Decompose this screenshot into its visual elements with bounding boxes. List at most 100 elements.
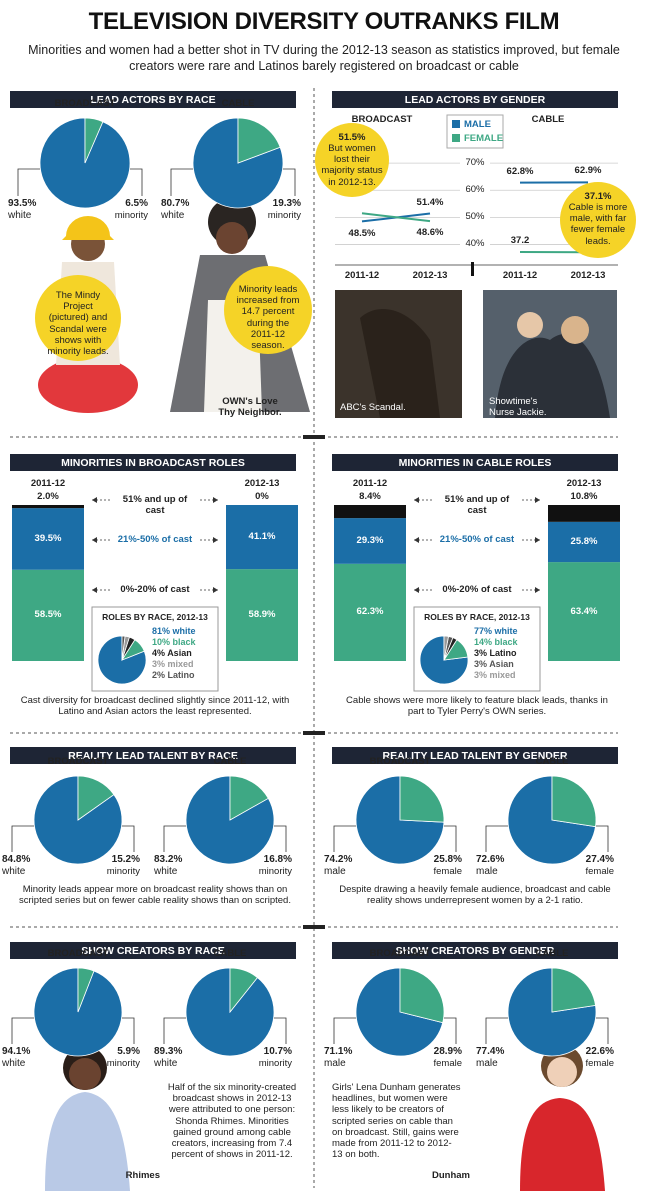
value-label: 74.2% (324, 854, 353, 865)
series-label: 21%-50% of cast (434, 534, 520, 546)
value-label: 62.8% (506, 165, 534, 177)
inset-category: mixed (167, 659, 194, 669)
legend-label: MALE (464, 119, 491, 130)
inset-category: white (172, 626, 196, 636)
legend-label: FEMALE (464, 133, 504, 144)
pie-wedge (77, 967, 95, 1013)
annotation: Cable is more male, with far fewer femal… (568, 202, 628, 247)
value-label: 62.9% (574, 165, 602, 177)
pie-wedge (355, 967, 444, 1057)
category-label: white (8, 210, 32, 221)
category-label: white (2, 1058, 26, 1069)
caption: Cable shows were more likely to feature … (346, 695, 608, 718)
inset-value-label: 14% (474, 637, 493, 647)
figure-rhimes (45, 1046, 130, 1191)
annotation: Minority leads increased from 14.7 perce… (236, 284, 300, 352)
separators (10, 88, 618, 1188)
section-title: MINORITIES IN BROADCAST ROLES (61, 457, 245, 469)
bar-segment (226, 505, 298, 570)
inset-title: ROLES BY RACE, 2012-13 (102, 612, 208, 622)
inset-value-label: 3% (474, 670, 488, 680)
category-label: white (2, 866, 26, 877)
section-title: LEAD ACTORS BY GENDER (404, 94, 546, 106)
pie-name: BROADCAST (54, 98, 116, 109)
value-label: 58.9% (248, 609, 276, 621)
inset-value-label: 10% (152, 637, 171, 647)
category-label: female (585, 866, 614, 877)
category-label: female (433, 866, 462, 877)
inset-label: 3% Asian (474, 659, 538, 670)
value-label: 51.4% (416, 196, 444, 208)
caption: Cast diversity for broadcast declined sl… (20, 695, 290, 718)
category-label: minority (106, 1058, 140, 1069)
pie-wedge (419, 635, 469, 685)
inset-category: Latino (489, 648, 517, 658)
panel-name: CABLE (531, 114, 565, 125)
annotation: The Mindy Project (pictured) and Scandal… (47, 290, 109, 358)
value-label: 8.4% (359, 491, 381, 502)
y-tick-label: 40% (460, 238, 490, 250)
y-tick-label: 60% (460, 184, 490, 196)
value-label: 72.6% (476, 854, 505, 865)
photo-figure (495, 333, 610, 418)
pie-wedge (237, 117, 281, 164)
inset-category: black (494, 637, 518, 647)
series-label: 51% and up of cast (112, 494, 198, 517)
face (69, 1058, 101, 1090)
x-tick-label: 2012-13 (244, 478, 280, 489)
pie-wedge (33, 775, 123, 865)
value-label: 19.3% (272, 198, 301, 209)
legend-swatch (452, 134, 460, 142)
callout-bubble (560, 182, 636, 258)
inset-value-label: 3% (474, 659, 488, 669)
section-title: REALITY LEAD TALENT BY RACE (68, 750, 238, 762)
pie-name: BROADCAST (47, 948, 109, 959)
x-tick-label: 2011-12 (502, 270, 538, 281)
bar-segment (12, 508, 84, 570)
x-tick-label: 2012-13 (412, 270, 448, 281)
value-label: 10.8% (570, 491, 598, 502)
axis-divider (471, 262, 474, 276)
figure-dunham (520, 1045, 605, 1191)
value-label: 80.7% (161, 198, 190, 209)
bar-segment (334, 505, 406, 519)
pie-name: CABLE (535, 948, 569, 959)
section-title: MINORITIES IN CABLE ROLES (398, 457, 552, 469)
section-title: LEAD ACTORS BY RACE (90, 94, 216, 106)
callout-bubble (35, 275, 121, 361)
section-bar (10, 454, 296, 471)
value-label: 94.1% (2, 1046, 31, 1057)
face (547, 1057, 577, 1087)
pie-wedge (443, 635, 449, 661)
pie-wedge (551, 775, 597, 828)
x-tick-label: 2011-12 (344, 270, 380, 281)
caption: Girls' Lena Dunham generates headlines, … (332, 1082, 461, 1161)
inset-label: 77% white (474, 626, 538, 637)
panel-name: BROADCAST (351, 114, 413, 125)
section-bar (10, 91, 296, 108)
series-label: 0%-20% of cast (434, 584, 520, 596)
value-label: 63.4% (570, 605, 598, 617)
value-label: 5.9% (117, 1046, 140, 1057)
value-label: 51.5% (338, 132, 366, 143)
value-label: 0% (255, 491, 269, 502)
bar-segment (548, 521, 620, 563)
bar-segment (334, 563, 406, 661)
value-label: 71.1% (324, 1046, 353, 1057)
caption: Half of the six minority-created broadca… (167, 1082, 297, 1161)
value-label: 25.8% (570, 535, 598, 547)
category-label: white (161, 210, 185, 221)
inset-category: Asian (489, 659, 514, 669)
value-label: 62.3% (356, 606, 384, 618)
category-label: white (154, 1058, 178, 1069)
bar-segment (12, 505, 84, 509)
dress (45, 1092, 130, 1191)
inset-value-label: 4% (152, 648, 166, 658)
category-label: female (585, 1058, 614, 1069)
annotation: OWN's Love Thy Neighbor. (218, 396, 282, 419)
photo-figure (360, 309, 440, 418)
value-label: 93.5% (8, 198, 37, 209)
x-tick-label: 2011-12 (30, 478, 66, 489)
